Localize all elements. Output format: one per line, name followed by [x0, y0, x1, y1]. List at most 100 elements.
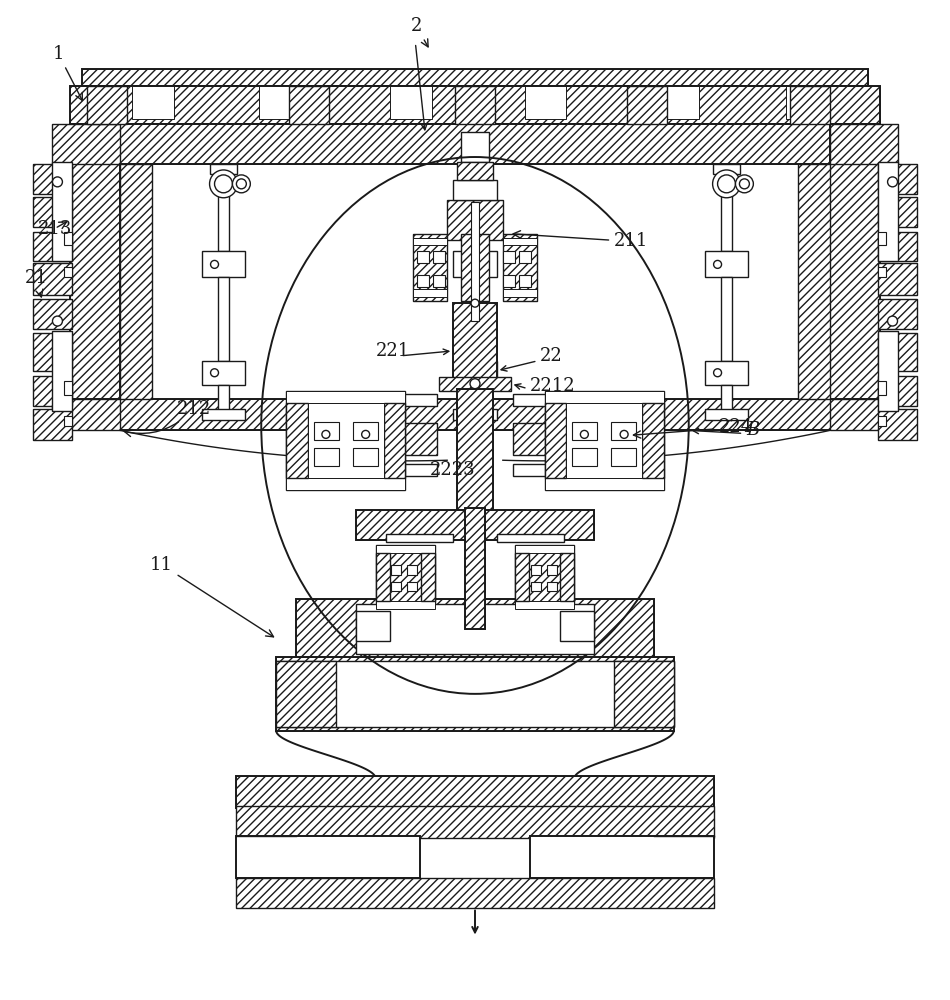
- Bar: [32, 164, 72, 194]
- Bar: [447, 200, 503, 240]
- Bar: [32, 232, 72, 261]
- Bar: [878, 164, 918, 194]
- Bar: [375, 545, 435, 609]
- Text: 212: 212: [124, 400, 211, 437]
- Bar: [878, 333, 918, 371]
- Bar: [503, 234, 537, 301]
- Bar: [65, 416, 72, 426]
- Bar: [878, 381, 885, 395]
- Bar: [32, 376, 72, 406]
- Bar: [566, 403, 642, 478]
- Bar: [878, 232, 918, 261]
- Bar: [830, 124, 880, 430]
- Bar: [289, 86, 329, 124]
- Bar: [544, 403, 566, 478]
- Bar: [52, 399, 120, 430]
- Bar: [276, 661, 335, 727]
- Bar: [544, 391, 664, 490]
- Bar: [705, 251, 749, 277]
- Bar: [453, 303, 497, 381]
- Bar: [433, 251, 446, 263]
- Bar: [469, 184, 481, 251]
- Bar: [32, 232, 72, 261]
- Bar: [32, 263, 72, 295]
- Bar: [878, 376, 918, 406]
- Bar: [120, 164, 152, 399]
- Bar: [461, 234, 489, 301]
- Bar: [406, 464, 437, 476]
- Bar: [642, 403, 664, 478]
- Text: 2: 2: [410, 17, 428, 47]
- Bar: [439, 377, 511, 391]
- Bar: [52, 124, 120, 164]
- Bar: [52, 331, 72, 411]
- Bar: [83, 69, 867, 86]
- Bar: [503, 251, 515, 263]
- Text: 224: 224: [634, 418, 752, 438]
- Circle shape: [237, 179, 246, 189]
- Bar: [503, 289, 537, 297]
- Bar: [615, 661, 674, 727]
- Bar: [52, 162, 72, 261]
- Text: B: B: [747, 421, 760, 439]
- Bar: [386, 534, 453, 542]
- Bar: [611, 422, 636, 440]
- Bar: [878, 333, 918, 371]
- Bar: [32, 197, 72, 227]
- Bar: [237, 878, 713, 908]
- Bar: [237, 776, 713, 808]
- Bar: [560, 553, 575, 601]
- Bar: [32, 333, 72, 371]
- Circle shape: [211, 260, 218, 268]
- Bar: [32, 376, 72, 406]
- Bar: [461, 164, 489, 174]
- Bar: [878, 197, 918, 227]
- Bar: [503, 275, 515, 287]
- Bar: [642, 403, 664, 478]
- Bar: [497, 534, 564, 542]
- Bar: [573, 448, 598, 466]
- Circle shape: [580, 430, 588, 438]
- Bar: [560, 611, 595, 641]
- Bar: [32, 197, 72, 227]
- Bar: [32, 299, 72, 329]
- Bar: [544, 391, 664, 403]
- Bar: [32, 263, 72, 295]
- Circle shape: [471, 299, 479, 307]
- Bar: [132, 86, 174, 119]
- Bar: [455, 86, 495, 124]
- Bar: [627, 86, 667, 124]
- Bar: [453, 303, 497, 381]
- Bar: [375, 553, 389, 601]
- Bar: [286, 478, 406, 490]
- Bar: [52, 124, 120, 164]
- Bar: [457, 389, 493, 510]
- Circle shape: [362, 430, 370, 438]
- Bar: [705, 361, 749, 385]
- Bar: [515, 545, 575, 609]
- Bar: [70, 124, 120, 430]
- Circle shape: [462, 369, 470, 377]
- Bar: [65, 267, 72, 277]
- Bar: [201, 361, 245, 385]
- Bar: [513, 394, 544, 406]
- Bar: [830, 399, 898, 430]
- Circle shape: [215, 175, 233, 193]
- Circle shape: [233, 175, 250, 193]
- Bar: [352, 422, 377, 440]
- Bar: [830, 124, 880, 430]
- Bar: [560, 553, 575, 601]
- Bar: [218, 277, 230, 361]
- Bar: [355, 604, 595, 654]
- Bar: [413, 234, 447, 301]
- Bar: [453, 409, 497, 420]
- Bar: [878, 416, 885, 426]
- Circle shape: [717, 175, 735, 193]
- Bar: [469, 385, 481, 411]
- Bar: [471, 202, 479, 321]
- Bar: [70, 399, 880, 430]
- Circle shape: [713, 260, 722, 268]
- Bar: [433, 275, 446, 287]
- Bar: [439, 377, 511, 391]
- Bar: [790, 86, 830, 124]
